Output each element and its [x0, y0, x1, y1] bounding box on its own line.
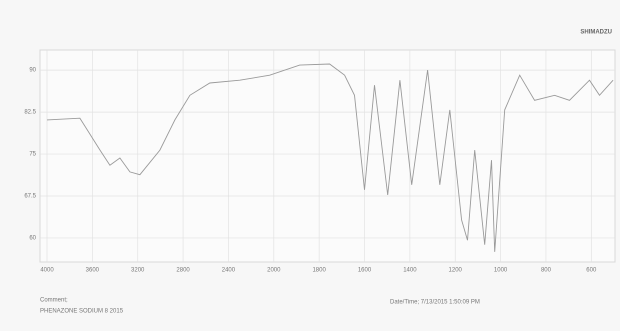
- y-tick-label: 67.5: [24, 194, 36, 200]
- x-tick-label: 2000: [267, 268, 281, 274]
- x-tick-label: 1600: [358, 268, 372, 274]
- x-tick-label: 3600: [86, 268, 100, 274]
- y-tick-label: 60: [29, 236, 36, 242]
- brand: SHIMADZU: [580, 30, 612, 36]
- x-tick-label: 1400: [403, 268, 417, 274]
- y-tick-label: 75: [29, 152, 36, 158]
- x-tick-label: 600: [586, 268, 597, 274]
- plot-frame: [39, 49, 616, 263]
- x-tick-label: 800: [541, 268, 552, 274]
- comment: PHENAZONE SODIUM 8 2015: [40, 309, 124, 315]
- x-tick-label: 1000: [494, 268, 508, 274]
- x-tick-label: 1200: [449, 268, 463, 274]
- x-tick-label: 4000: [40, 268, 54, 274]
- x-tick-label: 2400: [222, 268, 236, 274]
- y-tick-label: 82.5: [24, 110, 36, 116]
- x-tick-label: 2800: [176, 268, 190, 274]
- x-tick-label: 3200: [131, 268, 145, 274]
- x-tick-label: 1800: [312, 268, 326, 274]
- comment-label: Comment;: [40, 298, 68, 304]
- datetime: Date/Time; 7/13/2015 1:50:09 PM: [390, 300, 480, 306]
- y-tick-label: 90: [29, 68, 36, 74]
- spectrum-line: [46, 63, 614, 252]
